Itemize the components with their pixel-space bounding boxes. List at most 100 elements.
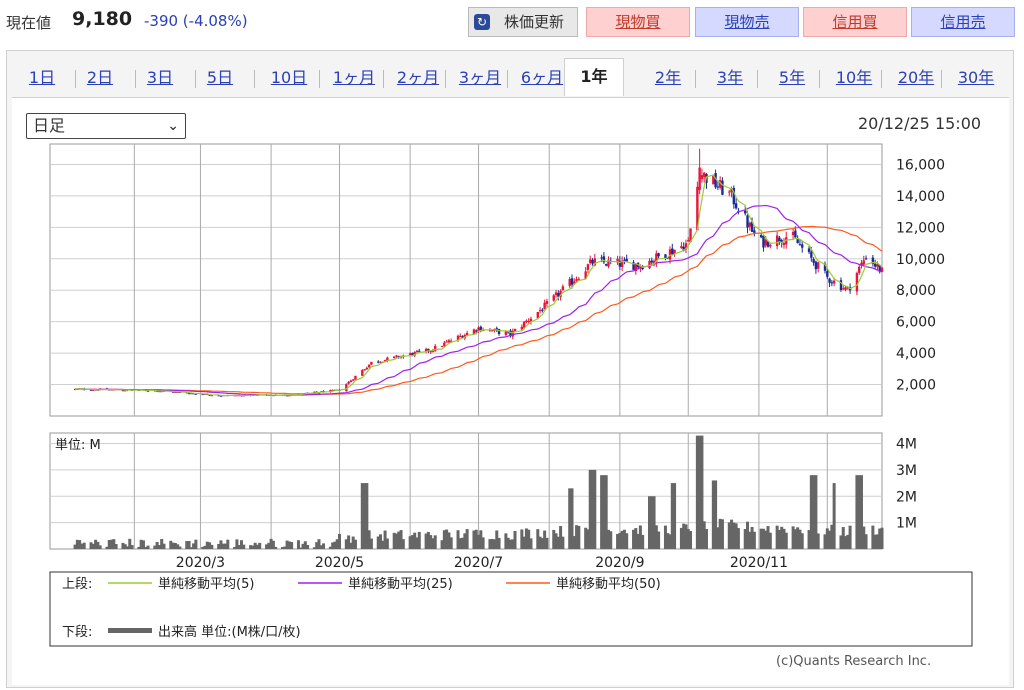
volume-bar (162, 543, 166, 549)
volume-bar (312, 547, 316, 549)
tab-separator (75, 70, 76, 88)
tab-separator (445, 70, 446, 88)
price-tick-label: 10,000 (896, 252, 945, 268)
volume-bar (91, 543, 95, 549)
top-bar: 現在値 9,180 -390 (-4.08%) ↻ 株価更新 現物買 現物売 信… (0, 0, 1024, 44)
volume-bar (155, 541, 159, 549)
tab-3年[interactable]: 3年 (716, 68, 744, 87)
volume-bar (433, 535, 437, 549)
interval-select-value: 日足 (33, 116, 66, 135)
volume-bar (593, 469, 597, 549)
candle-body (497, 329, 501, 335)
tab-30年[interactable]: 30年 (957, 68, 995, 87)
volume-bar (686, 529, 690, 549)
tab-5日[interactable]: 5日 (206, 68, 234, 87)
volume-bar (734, 523, 738, 549)
volume-bar (873, 534, 877, 549)
spot-buy-button[interactable]: 現物買 (586, 7, 690, 37)
volume-bar (431, 538, 435, 549)
candle-body (440, 346, 444, 348)
volume-bar (472, 530, 476, 549)
candle-body (174, 391, 177, 393)
volume-bar (281, 547, 285, 549)
tab-10年[interactable]: 10年 (835, 68, 873, 87)
candle-body (586, 264, 590, 270)
volume-bar (226, 539, 230, 549)
volume-bar (670, 483, 674, 549)
margin-buy-button[interactable]: 信用買 (803, 7, 907, 37)
volume-bar (570, 488, 574, 549)
volume-bar (704, 529, 708, 549)
volume-bar (233, 546, 237, 549)
interval-select[interactable]: 日足 ⌄ (26, 113, 186, 139)
volume-bar (75, 539, 79, 549)
x-tick-label: 2020/3 (176, 555, 225, 571)
candle-body (712, 175, 715, 185)
candle-body (650, 260, 653, 263)
volume-bar (351, 536, 355, 549)
volume-bar (768, 532, 772, 549)
volume-bar (360, 483, 364, 549)
volume-bar (634, 528, 638, 549)
tab-2ヶ月[interactable]: 2ヶ月 (396, 68, 440, 87)
tab-2日[interactable]: 2日 (86, 68, 114, 87)
tab-10日[interactable]: 10日 (270, 68, 308, 87)
margin-sell-button[interactable]: 信用売 (911, 7, 1015, 37)
volume-bar (652, 496, 656, 549)
tab-1日[interactable]: 1日 (28, 68, 56, 87)
volume-bar (663, 525, 667, 549)
candle-body (443, 342, 446, 347)
candle-body (616, 258, 619, 263)
volume-bar (221, 543, 225, 549)
candle-body (434, 345, 437, 352)
candle-body (522, 321, 526, 328)
refresh-price-button[interactable]: ↻ 株価更新 (468, 7, 578, 37)
tab-3日[interactable]: 3日 (146, 68, 174, 87)
volume-bar (766, 526, 770, 549)
volume-bar (764, 530, 768, 549)
candle-body (477, 327, 480, 331)
tab-1ヶ月[interactable]: 1ヶ月 (332, 68, 376, 87)
volume-bar (445, 529, 449, 549)
candle-body (365, 367, 369, 370)
volume-bar (347, 535, 351, 549)
volume-bar (816, 533, 820, 549)
candle-body (734, 203, 738, 209)
legend-label-ma5: 単純移動平均(5) (158, 576, 254, 592)
tab-5年[interactable]: 5年 (778, 68, 806, 87)
candle-body (703, 172, 706, 177)
volume-bar (650, 496, 654, 549)
volume-bar (823, 534, 827, 549)
volume-bar (333, 541, 337, 549)
volume-bar (871, 525, 875, 549)
tab-3ヶ月[interactable]: 3ヶ月 (458, 68, 502, 87)
volume-bar (536, 529, 540, 549)
volume-bar (577, 525, 581, 549)
spot-sell-button[interactable]: 現物売 (695, 7, 799, 37)
candle-body (858, 266, 861, 273)
volume-bar (201, 546, 205, 549)
volume-bar (96, 541, 100, 549)
volume-bar (178, 546, 182, 549)
volume-bar (506, 537, 510, 549)
candle-body (814, 261, 818, 270)
volume-bar (668, 534, 672, 549)
volume-bar (600, 475, 604, 549)
tab-6ヶ月[interactable]: 6ヶ月 (520, 68, 564, 87)
volume-bar (328, 546, 332, 549)
volume-bar (552, 529, 556, 549)
candle-body (479, 326, 483, 332)
tab-20年[interactable]: 20年 (897, 68, 935, 87)
volume-bar (616, 534, 620, 549)
volume-bar (399, 530, 403, 549)
volume-bar (255, 544, 259, 549)
volume-bar (363, 483, 367, 549)
tab-1年[interactable]: 1年 (564, 58, 624, 96)
tab-2年[interactable]: 2年 (654, 68, 682, 87)
candle-body (632, 262, 635, 270)
candle-body (201, 394, 204, 396)
volume-bar (239, 540, 243, 549)
volume-bar (337, 533, 341, 549)
volume-bar (349, 542, 353, 549)
candle-body (89, 389, 93, 391)
